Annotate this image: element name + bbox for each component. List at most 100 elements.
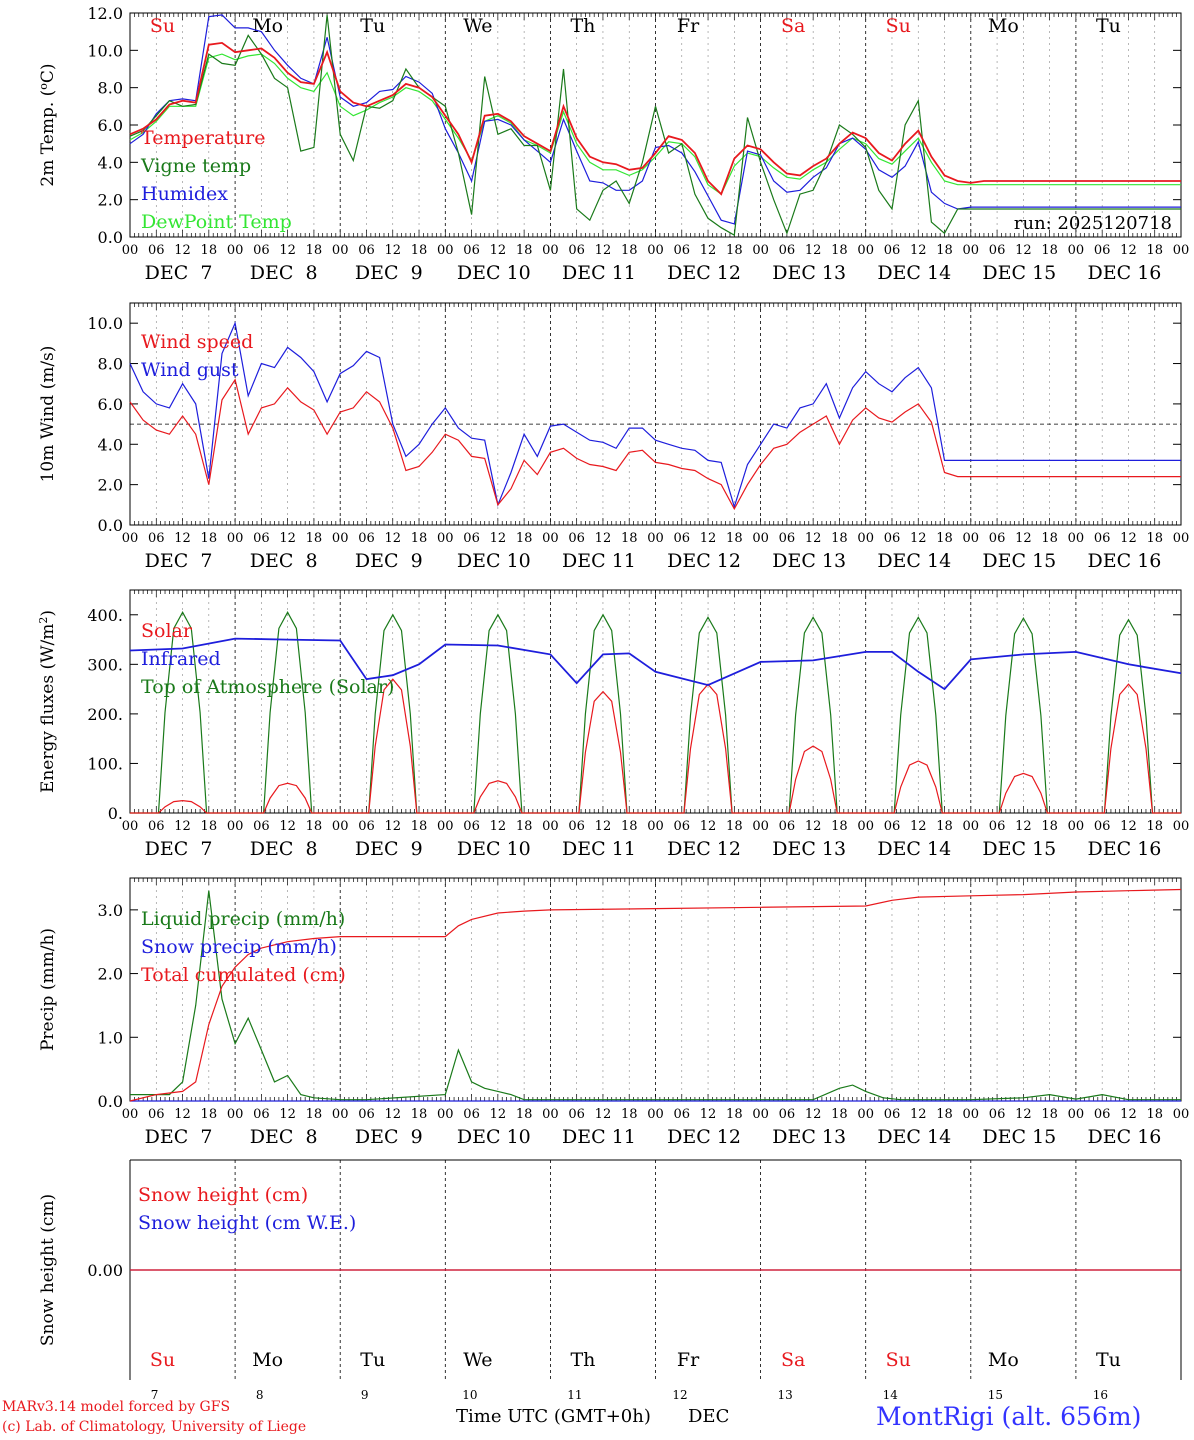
- series-line: [129, 888, 1182, 1102]
- date-label: DEC 11: [562, 262, 636, 284]
- date-label: DEC 11: [562, 550, 636, 572]
- date-label: DEC 9: [355, 1126, 423, 1148]
- unit: ): [38, 610, 58, 617]
- day-number: 16: [1093, 1388, 1108, 1402]
- date-label: DEC 15: [982, 838, 1056, 860]
- day-number: 14: [883, 1388, 899, 1402]
- copyright: (c) Lab. of Climatology, University of L…: [2, 1419, 307, 1435]
- hour-label: 12: [174, 819, 191, 834]
- date-label: DEC 14: [877, 838, 951, 860]
- day-name: Fr: [677, 15, 700, 37]
- hour-label: 06: [674, 243, 691, 258]
- legend-entry: Wind speed: [141, 331, 253, 353]
- hour-label: 18: [831, 531, 848, 546]
- hour-label: 06: [148, 819, 165, 834]
- y-tick-label: 0.0: [98, 516, 123, 535]
- hour-label: 18: [726, 243, 743, 258]
- hour-label: 06: [358, 243, 375, 258]
- x-axis-month: DEC: [688, 1406, 730, 1427]
- hour-label: 12: [700, 243, 717, 258]
- y-tick-label: 2.0: [98, 476, 123, 495]
- day-number: 9: [361, 1388, 369, 1402]
- hour-label: 12: [279, 531, 296, 546]
- degree-sup: o: [37, 83, 50, 90]
- hour-label: 06: [1094, 1107, 1111, 1122]
- hour-label: 12: [595, 1107, 612, 1122]
- day-number: 15: [988, 1388, 1003, 1402]
- date-label: DEC 13: [772, 262, 846, 284]
- hour-label: 00: [857, 1107, 874, 1122]
- hour-label: 00: [647, 531, 664, 546]
- hour-label: 18: [411, 1107, 428, 1122]
- hour-label: 12: [805, 531, 822, 546]
- hour-label: 12: [1015, 243, 1032, 258]
- hour-label: 18: [411, 819, 428, 834]
- series-line: [130, 678, 1181, 814]
- day-name: Mo: [252, 1349, 283, 1371]
- hour-label: 00: [227, 531, 244, 546]
- hour-label: 00: [437, 243, 454, 258]
- day-name: Sa: [781, 15, 805, 37]
- unit: C): [38, 63, 58, 83]
- hour-label: 00: [963, 1107, 980, 1122]
- hour-label: 18: [306, 819, 323, 834]
- hour-label: 18: [306, 243, 323, 258]
- legend-entry: Humidex: [141, 183, 228, 205]
- y-tick-label: 3.0: [98, 901, 123, 920]
- hour-label: 00: [1068, 1107, 1085, 1122]
- y-tick-label: 6.0: [98, 116, 123, 135]
- hour-label: 18: [1041, 1107, 1058, 1122]
- day-name: Su: [150, 15, 175, 37]
- y-tick-label: 10.0: [87, 314, 123, 333]
- day-number: 11: [567, 1388, 582, 1402]
- legend-entry: Liquid precip (mm/h): [141, 908, 345, 930]
- hour-label: 12: [490, 531, 507, 546]
- hour-label: 00: [1173, 1107, 1190, 1122]
- y-tick-label: 0.00: [87, 1261, 123, 1280]
- y-axis-label: Snow height (cm): [38, 1194, 58, 1346]
- hour-label: 12: [279, 1107, 296, 1122]
- hour-label: 06: [989, 1107, 1006, 1122]
- series-line: [130, 890, 1181, 1101]
- legend-entry: Wind gust: [141, 359, 239, 381]
- date-label: DEC 7: [145, 550, 213, 572]
- hour-label: 18: [621, 243, 638, 258]
- hour-label: 00: [857, 531, 874, 546]
- legend-entry: Temperature: [141, 127, 265, 149]
- hour-label: 18: [1041, 819, 1058, 834]
- hour-label: 06: [358, 531, 375, 546]
- panel-5: 0.00 Snow height (cm) Snow height (cm) Snow…: [38, 1159, 1182, 1402]
- y-tick-label: 300.: [87, 655, 123, 674]
- hour-label: 18: [1146, 243, 1163, 258]
- date-label: DEC 12: [667, 838, 741, 860]
- legend-entry: Solar: [141, 620, 193, 642]
- hour-label: 12: [1015, 819, 1032, 834]
- y-axis-label: 2m Temp. (oC): [37, 63, 58, 186]
- hour-label: 18: [621, 531, 638, 546]
- hour-label: 06: [884, 1107, 901, 1122]
- hour-label: 00: [122, 819, 139, 834]
- hour-label: 06: [884, 243, 901, 258]
- day-name: Su: [150, 1349, 175, 1371]
- hour-label: 06: [779, 1107, 796, 1122]
- date-label: DEC 7: [145, 262, 213, 284]
- y-axis-label: 10m Wind (m/s): [38, 346, 58, 483]
- hour-label: 06: [358, 819, 375, 834]
- date-label: DEC 15: [982, 1126, 1056, 1148]
- y-tick-label: 0.0: [98, 1092, 123, 1111]
- hour-label: 06: [779, 531, 796, 546]
- date-label: DEC 14: [877, 550, 951, 572]
- hour-label: 18: [936, 819, 953, 834]
- date-label: DEC 10: [457, 550, 531, 572]
- hour-label: 06: [674, 819, 691, 834]
- hour-label: 06: [463, 531, 480, 546]
- legend-entry: Snow height (cm W.E.): [138, 1212, 356, 1234]
- hour-label: 12: [700, 1107, 717, 1122]
- hour-label: 12: [174, 243, 191, 258]
- hour-label: 06: [148, 243, 165, 258]
- hour-label: 12: [910, 531, 927, 546]
- date-label: DEC 9: [355, 262, 423, 284]
- hour-label: 00: [857, 243, 874, 258]
- hour-label: 12: [279, 243, 296, 258]
